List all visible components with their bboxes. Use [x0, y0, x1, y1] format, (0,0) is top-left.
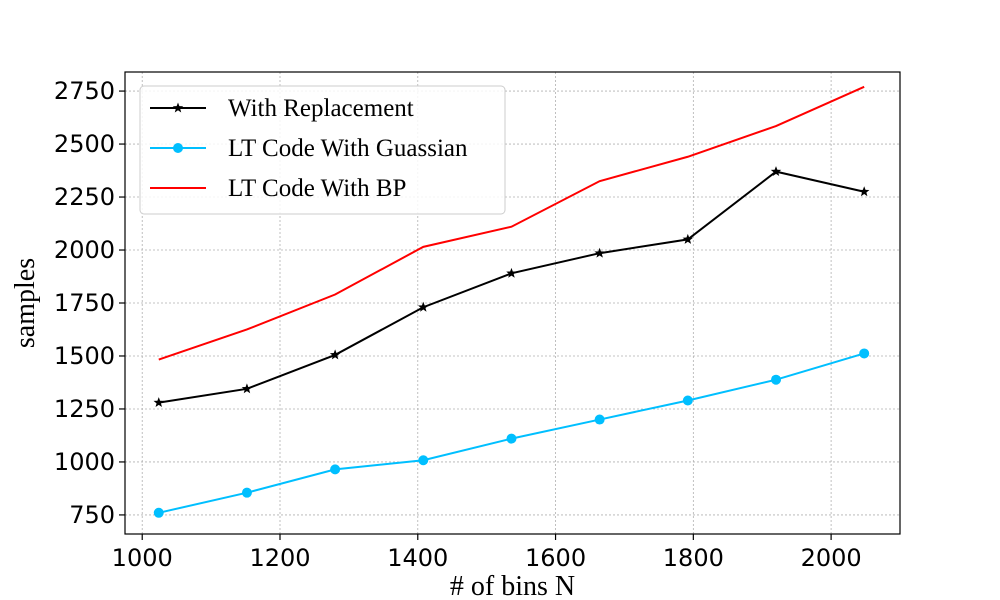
y-tick-label: 1000	[54, 448, 115, 476]
x-tick-label: 1800	[663, 544, 724, 572]
data-point	[682, 233, 694, 244]
data-point	[241, 383, 253, 394]
legend-marker	[172, 102, 184, 113]
series-line	[158, 85, 865, 361]
data-point	[859, 348, 870, 359]
series-0	[153, 166, 870, 408]
legend-entry: LT Code With BP	[150, 175, 406, 202]
data-point	[418, 301, 429, 312]
data-point	[153, 507, 164, 518]
data-point	[594, 247, 605, 258]
x-tick-label: 1400	[387, 544, 448, 572]
data-point	[153, 397, 164, 408]
x-axis-label: # of bins N	[450, 571, 575, 600]
data-point	[506, 267, 517, 278]
legend-entry: LT Code With Guassian	[150, 135, 468, 162]
series-layer	[153, 85, 870, 518]
data-point	[771, 374, 781, 385]
axis-ticks: 1000 1200 1400 1600 1800 2000 750 1000 1250 1500 1…	[54, 77, 862, 572]
data-point	[330, 464, 341, 475]
x-tick-label: 1600	[525, 544, 586, 572]
data-point	[594, 414, 605, 425]
y-axis-label: samples	[10, 258, 41, 348]
y-tick-label: 1500	[54, 342, 115, 370]
data-point	[329, 349, 341, 360]
x-tick-label: 1200	[249, 544, 310, 572]
series-2	[158, 85, 865, 361]
x-tick-label: 1000	[112, 544, 173, 572]
legend-label: LT Code With Guassian	[228, 135, 468, 162]
legend-box	[139, 85, 506, 215]
y-tick-label: 1750	[54, 289, 115, 317]
y-tick-label: 2250	[54, 183, 115, 211]
y-tick-label: 2500	[54, 130, 115, 158]
series-line	[158, 352, 865, 514]
y-tick-label: 2750	[54, 77, 115, 105]
data-point	[241, 487, 252, 498]
x-tick-label: 2000	[801, 544, 862, 572]
data-point	[770, 166, 782, 177]
series-1	[153, 348, 870, 518]
data-point	[506, 433, 517, 444]
y-tick-label: 2000	[54, 236, 115, 264]
y-tick-label: 1250	[54, 395, 115, 423]
y-tick-label: 750	[69, 501, 115, 529]
legend-entry: With Replacement	[150, 95, 414, 122]
legend: With Replacement LT Code With Guassian LT …	[139, 85, 506, 215]
data-point	[682, 395, 693, 406]
data-point	[858, 186, 870, 197]
legend-label: LT Code With BP	[228, 175, 406, 202]
legend-label: With Replacement	[228, 95, 414, 122]
legend-marker	[173, 143, 183, 153]
data-point	[418, 455, 429, 466]
